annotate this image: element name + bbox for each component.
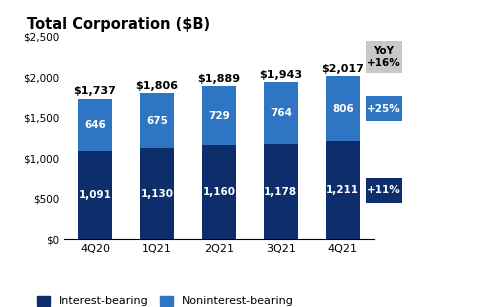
Bar [264, 144, 298, 239]
Bar [202, 146, 236, 239]
Text: 806: 806 [332, 104, 354, 114]
Text: 675: 675 [146, 115, 168, 126]
Text: $1,737: $1,737 [74, 86, 117, 96]
Bar [326, 141, 360, 239]
Text: 1,091: 1,091 [79, 190, 112, 200]
Bar [78, 151, 112, 239]
Bar [140, 93, 174, 148]
Bar [202, 86, 236, 146]
Text: 764: 764 [270, 108, 292, 118]
FancyBboxPatch shape [366, 41, 402, 73]
Text: 1,211: 1,211 [326, 185, 359, 195]
Text: $1,806: $1,806 [135, 81, 179, 91]
Legend: Interest-bearing, Noninterest-bearing: Interest-bearing, Noninterest-bearing [32, 291, 298, 307]
Text: 1,130: 1,130 [141, 189, 174, 199]
Bar [140, 148, 174, 239]
Text: 729: 729 [208, 111, 230, 121]
Bar [326, 76, 360, 141]
Bar [264, 82, 298, 144]
FancyBboxPatch shape [366, 178, 402, 203]
Text: +11%: +11% [367, 185, 401, 195]
Text: 1,178: 1,178 [264, 187, 298, 197]
FancyBboxPatch shape [366, 96, 402, 121]
Text: 646: 646 [84, 120, 106, 130]
Text: 1,160: 1,160 [202, 188, 236, 197]
Text: YoY
+16%: YoY +16% [367, 46, 401, 68]
Text: +25%: +25% [367, 104, 401, 114]
Bar [78, 99, 112, 151]
Text: $1,889: $1,889 [197, 74, 241, 84]
Text: Total Corporation ($B): Total Corporation ($B) [27, 17, 210, 32]
Text: $2,017: $2,017 [321, 64, 364, 74]
Text: $1,943: $1,943 [259, 70, 303, 80]
